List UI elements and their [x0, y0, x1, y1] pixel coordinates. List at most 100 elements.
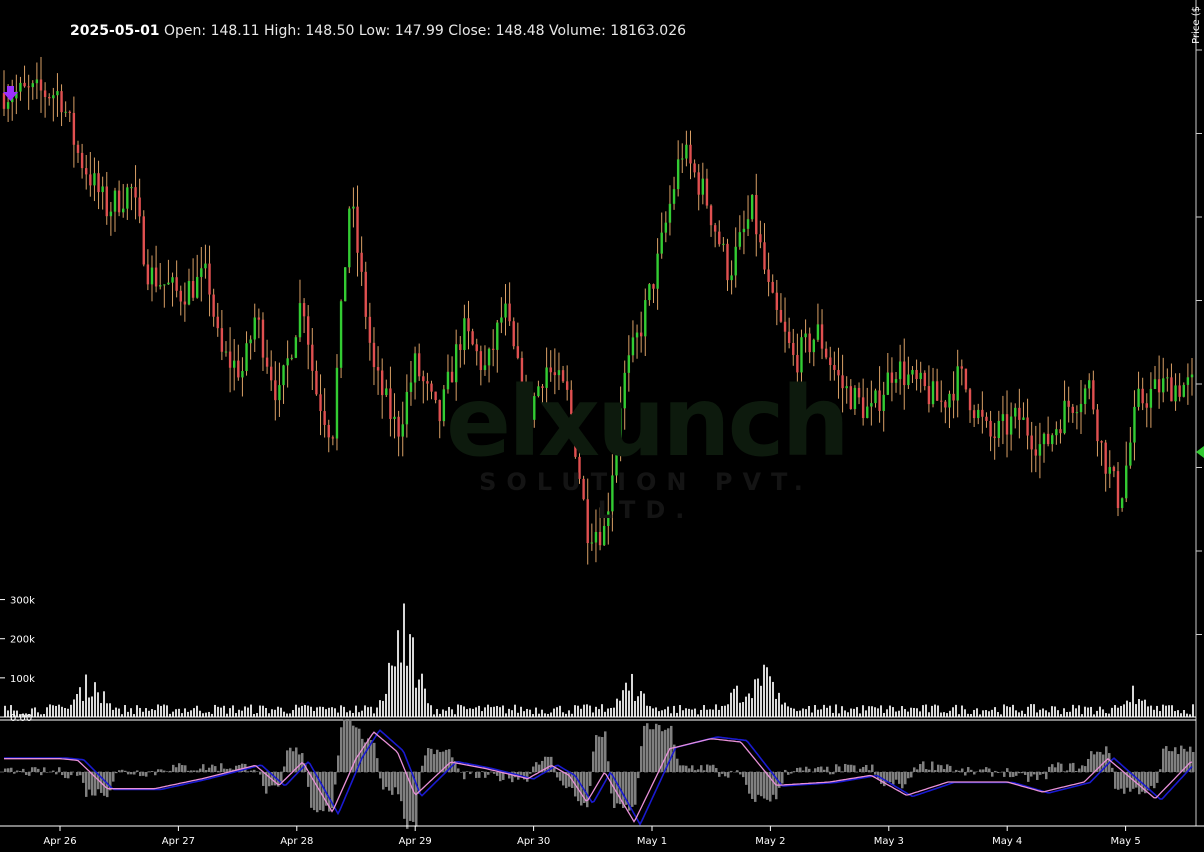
histogram-bar [1066, 770, 1069, 772]
volume-bar [526, 708, 528, 717]
histogram-bar [43, 767, 46, 772]
volume-bar [190, 710, 192, 717]
candle-body [1026, 417, 1029, 436]
histogram-bar [889, 772, 892, 783]
histogram-bar [214, 766, 217, 772]
histogram-bar [667, 728, 670, 772]
histogram-bar [562, 772, 565, 786]
candle-body [315, 370, 318, 395]
volume-bar [13, 710, 15, 717]
histogram-bar [82, 772, 85, 783]
histogram-bar [982, 769, 985, 772]
volume-bar [850, 708, 852, 717]
volume-bar [10, 705, 12, 717]
volume-bar [637, 696, 639, 717]
candle-body [68, 111, 71, 113]
volume-bar [679, 705, 681, 717]
candle-body [948, 393, 951, 408]
histogram-bar [1099, 751, 1102, 772]
histogram-bar [7, 768, 10, 772]
histogram-bar [802, 770, 805, 772]
histogram-bar [697, 769, 700, 772]
histogram-bar [55, 772, 58, 775]
volume-bar [415, 687, 417, 717]
volume-bar [964, 709, 966, 717]
volume-bar [883, 712, 885, 717]
candle-body [142, 216, 145, 265]
histogram-bar [34, 767, 37, 772]
histogram-bar [313, 772, 316, 811]
volume-bar [145, 708, 147, 717]
histogram-bar [1048, 766, 1051, 772]
volume-bar [532, 714, 534, 717]
last-price-marker-icon [1196, 446, 1204, 458]
volume-bar [61, 706, 63, 717]
volume-bar [862, 705, 864, 717]
volume-bar [1072, 704, 1074, 717]
histogram-bar [46, 772, 49, 773]
histogram-bar [184, 765, 187, 772]
volume-bar [694, 708, 696, 717]
volume-bar [1162, 704, 1164, 717]
histogram-bar [1177, 754, 1180, 772]
volume-bar [163, 704, 165, 717]
volume-bar [622, 690, 624, 717]
histogram-bar [781, 772, 784, 784]
histogram-bar [166, 771, 169, 772]
volume-bar [535, 707, 537, 717]
histogram-bar [799, 767, 802, 772]
volume-bar [610, 707, 612, 717]
volume-bar [166, 705, 168, 717]
candles-group [2, 56, 1194, 565]
volume-bar [232, 705, 234, 717]
volume-bar [802, 708, 804, 717]
histogram-bar [283, 766, 286, 772]
volume-bar [676, 712, 678, 717]
candle-body [1120, 498, 1124, 508]
histogram-bar [115, 772, 118, 774]
volume-bar [1141, 700, 1143, 717]
histogram-bar [1042, 772, 1045, 774]
candle-body [356, 206, 359, 253]
candle-body [565, 381, 569, 390]
volume-bar [928, 712, 930, 717]
volume-bar [1150, 705, 1152, 717]
volume-bar [1084, 706, 1086, 717]
volume-bar [244, 706, 246, 717]
histogram-bar [646, 723, 649, 772]
candle-body [516, 346, 520, 358]
histogram-bar [139, 772, 142, 777]
candle-body [997, 420, 1000, 439]
volume-label: Volume: [549, 23, 606, 39]
volume-bar [1060, 714, 1062, 717]
candle-body [101, 186, 104, 193]
volume-bar [1027, 706, 1029, 717]
histogram-bar [241, 763, 244, 772]
histogram-bar [145, 772, 148, 777]
histogram-bar [466, 771, 469, 772]
histogram-bar [1105, 746, 1108, 772]
volume-bar [1030, 704, 1032, 717]
candle-body [931, 381, 935, 405]
histogram-bar [544, 756, 547, 772]
histogram-bar [706, 764, 709, 772]
volume-bar [784, 702, 786, 717]
histogram-bar [550, 756, 553, 772]
candle-body [253, 317, 256, 340]
candle-body [1075, 412, 1079, 414]
volume-bar [334, 708, 336, 717]
histogram-bar [445, 749, 448, 772]
candle-body [528, 398, 532, 420]
histogram-bar [259, 772, 262, 775]
volume-bar [904, 709, 906, 717]
candle-body [335, 367, 339, 439]
histogram-bar [253, 769, 256, 772]
volume-bar [1018, 712, 1020, 717]
histogram-bar [1087, 758, 1090, 772]
histogram-bar [271, 772, 274, 786]
candle-body [783, 321, 787, 332]
volume-bar [601, 704, 603, 717]
histogram-bar [394, 772, 397, 788]
histogram-bar [40, 772, 43, 776]
